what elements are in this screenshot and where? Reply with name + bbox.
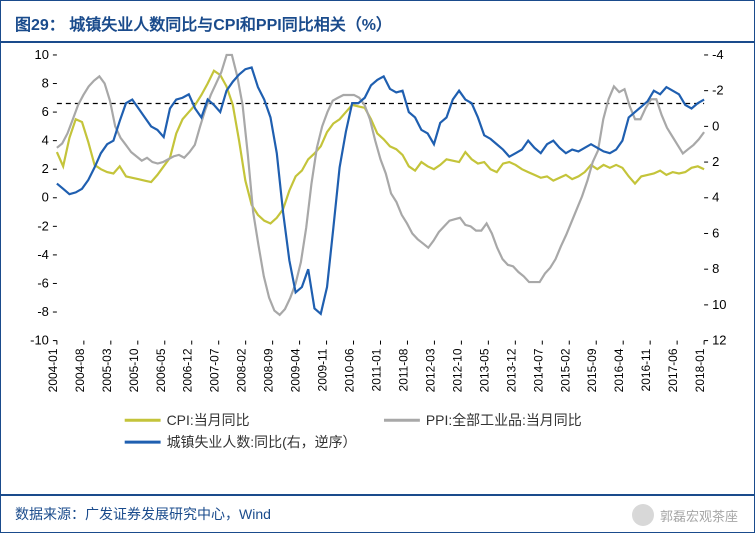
svg-text:2006-05: 2006-05	[154, 348, 168, 392]
svg-text:-6: -6	[37, 275, 49, 290]
svg-text:2015-09: 2015-09	[585, 348, 599, 392]
svg-text:2010-06: 2010-06	[343, 348, 357, 392]
svg-text:2004-08: 2004-08	[73, 348, 87, 392]
svg-text:2004-01: 2004-01	[46, 348, 60, 392]
svg-text:2016-11: 2016-11	[639, 348, 653, 391]
svg-text:2018-01: 2018-01	[693, 348, 707, 392]
svg-text:2011-08: 2011-08	[396, 348, 410, 391]
svg-text:8: 8	[42, 76, 49, 91]
chart-title: 图29： 城镇失业人数同比与CPI和PPI同比相关（%）	[15, 11, 740, 35]
svg-text:-4: -4	[37, 247, 49, 262]
svg-text:2: 2	[42, 161, 49, 176]
svg-text:0: 0	[712, 118, 719, 133]
svg-text:2017-06: 2017-06	[666, 348, 680, 392]
chart-plot-area: -10 -8 -6 -4 -2 0 2 4 6 8 10 -4 -2 0 2 4 6 8 10 12 2004-01 20…	[15, 47, 740, 462]
wechat-icon	[632, 504, 654, 526]
title-bar: 图29： 城镇失业人数同比与CPI和PPI同比相关（%）	[1, 1, 754, 43]
svg-text:4: 4	[42, 133, 49, 148]
svg-text:12: 12	[712, 333, 726, 348]
svg-text:2005-10: 2005-10	[127, 348, 141, 392]
svg-text:城镇失业人数:同比(右，逆序）: 城镇失业人数:同比(右，逆序）	[167, 434, 357, 450]
svg-text:-10: -10	[30, 333, 49, 348]
svg-text:2009-04: 2009-04	[289, 348, 303, 392]
watermark-text: 郭磊宏观茶座	[660, 506, 738, 525]
svg-text:2011-01: 2011-01	[369, 348, 383, 391]
svg-text:2013-05: 2013-05	[477, 348, 491, 392]
svg-text:2012-03: 2012-03	[423, 348, 437, 392]
svg-text:CPI:当月同比: CPI:当月同比	[167, 412, 250, 428]
svg-text:8: 8	[712, 261, 719, 276]
svg-text:10: 10	[712, 297, 726, 312]
svg-text:2006-12: 2006-12	[181, 348, 195, 392]
svg-text:2016-04: 2016-04	[612, 348, 626, 392]
svg-text:10: 10	[35, 47, 49, 62]
svg-text:2012-10: 2012-10	[450, 348, 464, 392]
svg-text:2014-07: 2014-07	[531, 348, 545, 392]
svg-text:4: 4	[712, 190, 719, 205]
svg-text:2007-07: 2007-07	[208, 348, 222, 392]
svg-text:0: 0	[42, 190, 49, 205]
svg-text:2013-12: 2013-12	[504, 348, 518, 392]
svg-text:2015-02: 2015-02	[558, 348, 572, 392]
svg-text:2008-02: 2008-02	[235, 348, 249, 392]
svg-text:6: 6	[42, 104, 49, 119]
watermark: 郭磊宏观茶座	[632, 504, 738, 526]
svg-text:2005-03: 2005-03	[100, 348, 114, 392]
svg-text:-2: -2	[37, 218, 49, 233]
svg-text:2009-11: 2009-11	[316, 348, 330, 391]
svg-text:2: 2	[712, 154, 719, 169]
svg-text:-4: -4	[712, 47, 724, 62]
svg-text:PPI:全部工业品:当月同比: PPI:全部工业品:当月同比	[426, 412, 582, 428]
svg-text:-2: -2	[712, 83, 724, 98]
figure-container: 图29： 城镇失业人数同比与CPI和PPI同比相关（%） -10 -8 -6 -4 -2…	[0, 0, 755, 533]
source-bar: 数据来源：广发证券发展研究中心，Wind 郭磊宏观茶座	[1, 494, 754, 532]
svg-text:6: 6	[712, 225, 719, 240]
svg-text:2008-09: 2008-09	[262, 348, 276, 392]
svg-text:-8: -8	[37, 304, 49, 319]
